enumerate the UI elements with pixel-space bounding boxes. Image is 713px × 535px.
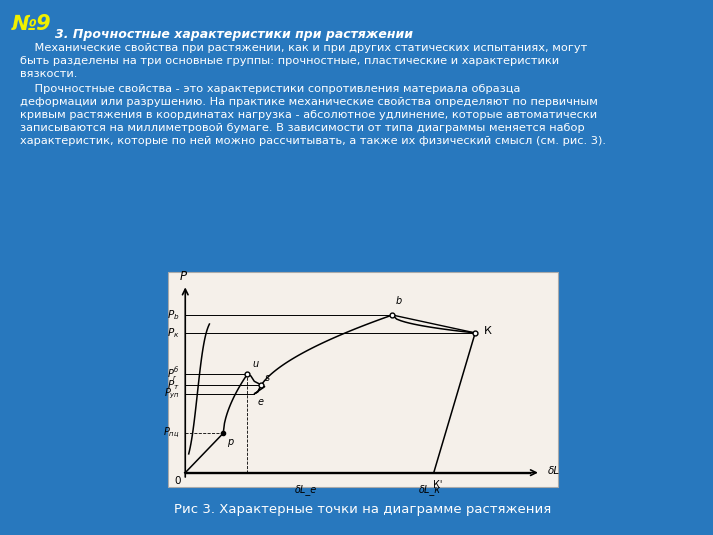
Text: s: s <box>265 373 270 383</box>
Text: 0: 0 <box>174 477 181 486</box>
Text: Механические свойства при растяжении, как и при других статических испытаниях, м: Механические свойства при растяжении, ка… <box>20 43 588 53</box>
Text: δL_к: δL_к <box>419 484 441 495</box>
Text: Рис 3. Характерные точки на диаграмме растяжения: Рис 3. Характерные точки на диаграмме ра… <box>175 503 552 516</box>
Text: К': К' <box>433 480 442 490</box>
Text: Прочностные свойства - это характеристики сопротивления материала образца: Прочностные свойства - это характеристик… <box>20 84 520 94</box>
Bar <box>168 272 558 487</box>
Text: К: К <box>484 326 492 336</box>
Text: $P_r^б$: $P_r^б$ <box>168 365 180 383</box>
Text: деформации или разрушению. На практике механические свойства определяют по перви: деформации или разрушению. На практике м… <box>20 97 598 107</box>
Text: e: e <box>257 398 264 408</box>
Text: $P_{уп}$: $P_{уп}$ <box>164 387 180 401</box>
Text: P: P <box>180 270 187 283</box>
Text: $P_{пц}$: $P_{пц}$ <box>163 426 180 440</box>
Text: b: b <box>396 296 402 306</box>
Text: $P_к$: $P_к$ <box>168 326 180 340</box>
Text: $P_b$: $P_b$ <box>168 308 180 322</box>
Text: u: u <box>252 359 259 369</box>
Text: $P_т$: $P_т$ <box>167 378 180 392</box>
Text: записываются на миллиметровой бумаге. В зависимости от типа диаграммы меняется н: записываются на миллиметровой бумаге. В … <box>20 123 585 133</box>
Text: быть разделены на три основные группы: прочностные, пластические и характеристик: быть разделены на три основные группы: п… <box>20 56 559 66</box>
Text: δL: δL <box>548 465 560 476</box>
Text: характеристик, которые по ней можно рассчитывать, а также их физический смысл (с: характеристик, которые по ней можно расс… <box>20 136 606 146</box>
Text: кривым растяжения в координатах нагрузка - абсолютное удлинение, которые автомат: кривым растяжения в координатах нагрузка… <box>20 110 597 120</box>
Text: №9: №9 <box>12 14 51 34</box>
Text: вязкости.: вязкости. <box>20 69 78 79</box>
Text: δL_е: δL_е <box>295 484 317 495</box>
Text: p: p <box>227 437 233 447</box>
Text: 3. Прочностные характеристики при растяжении: 3. Прочностные характеристики при растяж… <box>55 28 413 41</box>
